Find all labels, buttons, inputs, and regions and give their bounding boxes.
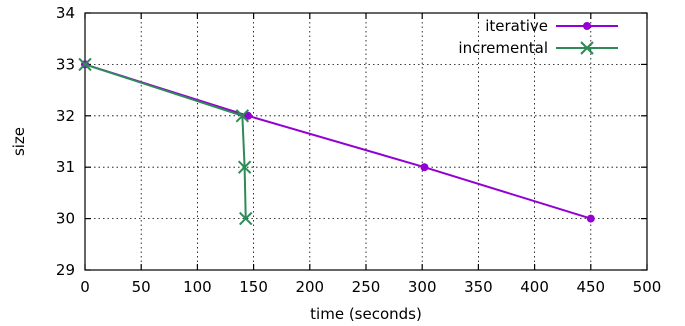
series-incremental xyxy=(78,57,253,226)
series-layer xyxy=(78,57,595,226)
y-tick-label: 29 xyxy=(56,261,75,279)
y-tick-label: 32 xyxy=(56,107,75,125)
data-point-incremental xyxy=(237,160,252,174)
legend-marker-incremental xyxy=(580,41,594,55)
legend-marker-iterative xyxy=(583,22,591,30)
legend-label-incremental: incremental xyxy=(458,39,548,57)
y-axis-label: size xyxy=(10,127,28,156)
x-tick-label: 400 xyxy=(520,278,549,296)
series-iterative xyxy=(81,60,595,223)
axis-ticks: 0 50 100 150 200 250 300 350 400 450 500 29 30 31 32 33… xyxy=(56,4,661,296)
plot-frame xyxy=(84,12,648,271)
series-line-incremental xyxy=(84,63,247,219)
x-axis-label: time (seconds) xyxy=(310,305,422,323)
data-point-incremental xyxy=(78,57,92,72)
x-tick-label: 450 xyxy=(576,278,605,296)
x-tick-label: 250 xyxy=(352,278,381,296)
y-tick-label: 33 xyxy=(56,55,75,73)
data-point-iterative xyxy=(420,163,429,172)
data-point-incremental xyxy=(235,109,250,123)
x-tick-label: 200 xyxy=(295,278,324,296)
x-tick-label: 500 xyxy=(633,278,662,296)
y-tick-label: 30 xyxy=(56,210,75,228)
data-point-iterative xyxy=(586,214,595,223)
x-tick-label: 150 xyxy=(239,278,268,296)
grid xyxy=(85,13,647,270)
x-tick-label: 50 xyxy=(132,278,151,296)
data-point-incremental xyxy=(239,211,253,226)
x-tick-label: 300 xyxy=(408,278,437,296)
x-tick-label: 350 xyxy=(464,278,493,296)
legend-label-iterative: iterative xyxy=(485,17,548,35)
x-tick-label: 100 xyxy=(183,278,212,296)
series-line-iterative xyxy=(84,63,592,220)
y-tick-label: 34 xyxy=(56,4,75,22)
legend: iterative incremental xyxy=(458,17,618,57)
y-tick-label: 31 xyxy=(56,158,75,176)
x-tick-label: 0 xyxy=(80,278,90,296)
data-point-iterative xyxy=(243,111,252,120)
